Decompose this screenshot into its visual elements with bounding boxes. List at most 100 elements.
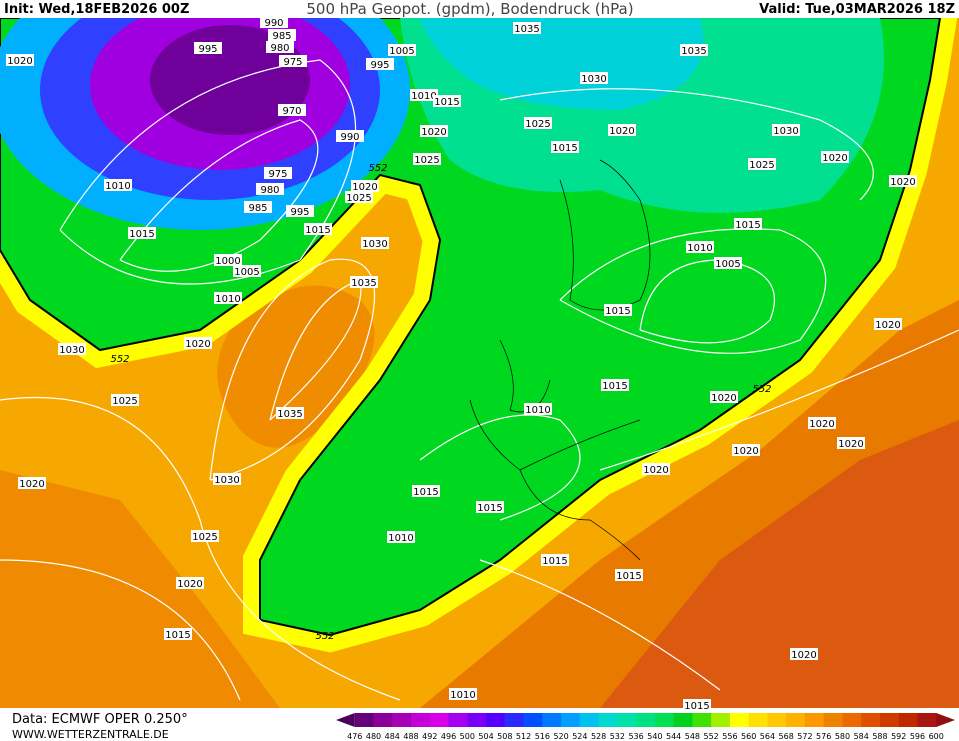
scale-label: 528 xyxy=(591,732,606,741)
isobar-label: 1010 xyxy=(215,294,240,305)
label-box xyxy=(191,530,219,542)
label-box xyxy=(260,16,288,28)
label-box xyxy=(413,153,441,165)
label-box xyxy=(524,117,552,129)
label-box xyxy=(889,175,917,187)
isobar-label: 1030 xyxy=(214,475,239,486)
label-box xyxy=(214,254,242,266)
scale-swatch xyxy=(917,713,937,727)
isobar-label: 1010 xyxy=(411,91,436,102)
scale-swatch xyxy=(617,713,637,727)
scale-label: 596 xyxy=(910,732,925,741)
label-box xyxy=(790,648,818,660)
scale-label: 556 xyxy=(722,732,737,741)
scale-swatch xyxy=(448,713,468,727)
label-box xyxy=(524,403,552,415)
label-box xyxy=(264,167,292,179)
scale-swatch xyxy=(561,713,581,727)
label-box xyxy=(642,463,670,475)
scale-swatch xyxy=(579,713,600,727)
map-labels: 1020995990985980975100599510351035103097… xyxy=(6,16,917,712)
label-box xyxy=(772,124,800,136)
isobar-label: 1005 xyxy=(234,267,259,278)
label-box xyxy=(128,227,156,239)
scale-label: 560 xyxy=(741,732,756,741)
label-box xyxy=(601,379,629,391)
scale-swatch xyxy=(429,713,450,727)
label-box xyxy=(184,337,212,349)
coastlines xyxy=(469,159,651,561)
scale-label: 476 xyxy=(347,732,362,741)
scale-swatch xyxy=(898,713,918,727)
isobar-label: 1020 xyxy=(177,579,202,590)
isobar-label: 975 xyxy=(268,169,287,180)
isobar-label: 980 xyxy=(270,43,289,54)
label-box xyxy=(837,437,865,449)
scale-label: 484 xyxy=(385,732,400,741)
scale-label: 540 xyxy=(647,732,662,741)
isobar-label: 1010 xyxy=(687,243,712,254)
scale-label: 492 xyxy=(422,732,437,741)
scale-label: 552 xyxy=(704,732,719,741)
scale-label: 480 xyxy=(366,732,381,741)
label-box xyxy=(476,501,504,513)
isobar-label: 1020 xyxy=(809,419,834,430)
isobar-label: 1020 xyxy=(822,153,847,164)
scale-swatch xyxy=(692,713,712,727)
scale-label: 580 xyxy=(835,732,850,741)
isobar-label: 995 xyxy=(198,44,217,55)
isobar-label: 1005 xyxy=(389,46,414,57)
scale-swatch xyxy=(711,713,731,727)
label-box xyxy=(6,54,34,66)
label-box xyxy=(449,688,477,700)
label-box xyxy=(111,394,139,406)
isobar-label: 1015 xyxy=(684,701,709,712)
label-box xyxy=(276,407,304,419)
label-box xyxy=(734,218,762,230)
isobar-label: 1010 xyxy=(388,533,413,544)
label-box xyxy=(351,180,379,192)
isobar-label: 1020 xyxy=(19,479,44,490)
isobar-label: 1015 xyxy=(735,220,760,231)
scale-label: 600 xyxy=(929,732,944,741)
label-box xyxy=(541,554,569,566)
isobar-label: 1015 xyxy=(129,229,154,240)
site-name: WWW.WETTERZENTRALE.DE xyxy=(12,728,169,741)
isobar-label: 1020 xyxy=(711,393,736,404)
scale-label: 512 xyxy=(516,732,531,741)
isobar-label: 1025 xyxy=(192,532,217,543)
scale-swatch xyxy=(861,713,881,727)
scale-swatch xyxy=(654,713,675,727)
isobar-label: 1015 xyxy=(413,487,438,498)
init-time: Init: Wed,18FEB2026 00Z xyxy=(4,2,189,17)
scale-label: 516 xyxy=(535,732,550,741)
label-box xyxy=(874,318,902,330)
label-box xyxy=(345,191,373,203)
scale-label: 576 xyxy=(816,732,831,741)
isobar-label: 1005 xyxy=(715,259,740,270)
isobar-label: 985 xyxy=(248,203,267,214)
isobar-label: 1015 xyxy=(605,306,630,317)
label-box xyxy=(233,265,261,277)
isobar-label: 995 xyxy=(290,207,309,218)
isobar-label: 1020 xyxy=(352,182,377,193)
label-box xyxy=(388,44,416,56)
scale-label: 504 xyxy=(478,732,493,741)
scale-swatch xyxy=(823,713,843,727)
isobar-label: 990 xyxy=(264,18,283,29)
isobar-label: 1010 xyxy=(105,181,130,192)
isobar-label: 1015 xyxy=(305,225,330,236)
scale-swatch xyxy=(748,713,768,727)
isobar-label: 1015 xyxy=(434,97,459,108)
scale-label: 508 xyxy=(497,732,512,741)
geopotential-label: 552 xyxy=(315,631,334,642)
scale-swatch xyxy=(467,713,487,727)
label-box xyxy=(710,391,738,403)
scale-swatch xyxy=(673,713,693,727)
label-box xyxy=(714,257,742,269)
isobar-label: 1025 xyxy=(346,193,371,204)
scale-label: 584 xyxy=(854,732,869,741)
scale-label: 536 xyxy=(628,732,643,741)
label-box xyxy=(420,125,448,137)
